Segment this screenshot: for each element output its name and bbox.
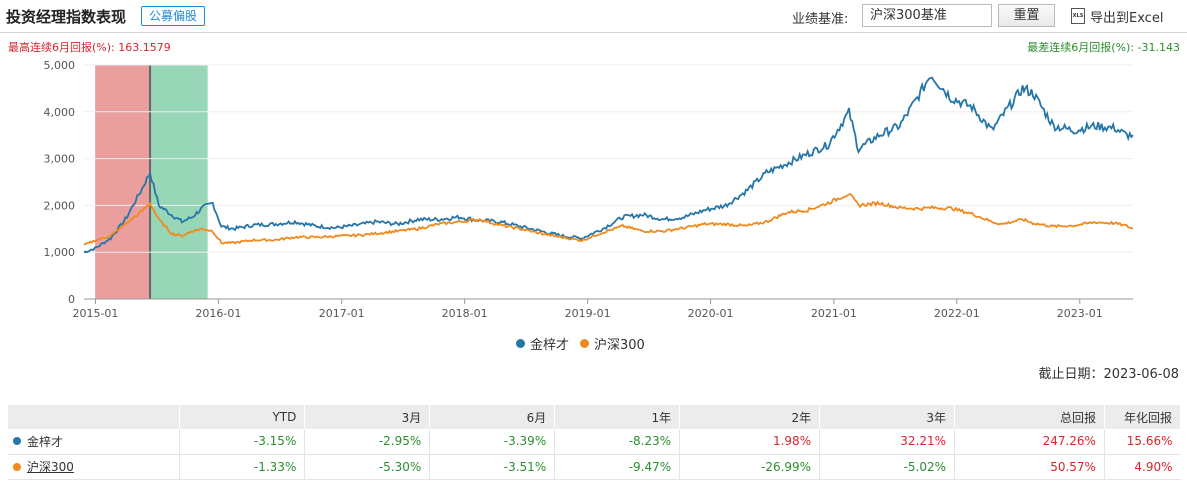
- performance-chart[interactable]: 0 1,000 2,000 3,000 4,000 5,000 2015-01 2016-0…: [0, 52, 1187, 332]
- table-cell: 沪深300: [8, 454, 181, 480]
- table-cell: -26.99%: [679, 454, 821, 480]
- legend-dot: [580, 339, 590, 348]
- table-header: [8, 405, 181, 429]
- table-cell: -1.33%: [179, 454, 306, 480]
- table-cell: -5.30%: [304, 454, 431, 480]
- legend-dot: [516, 339, 525, 348]
- table-header: 6月: [429, 405, 556, 429]
- legend-label: 金梓才: [530, 338, 570, 353]
- export-excel-label: 导出到Excel: [1090, 10, 1164, 26]
- min-6m-return-label: 最差连续6月回报(%): -31.143: [1027, 41, 1180, 54]
- table-header-row: YTD 3月 6月 1年 2年 3年 总回报 年化回报: [8, 405, 1182, 429]
- table-cell: -5.02%: [819, 454, 956, 480]
- table-header: YTD: [179, 405, 306, 429]
- table-cell: 50.57%: [954, 454, 1105, 480]
- legend-label: 沪深300: [594, 338, 645, 353]
- page-title: 投资经理指数表现: [6, 8, 127, 26]
- benchmark-label: 业绩基准:: [792, 12, 849, 27]
- index-link[interactable]: 沪深300: [27, 460, 74, 474]
- x-tick-label: 2016-01: [195, 307, 241, 320]
- table-row: 沪深300 -1.33% -5.30% -3.51% -9.47% -26.99…: [8, 454, 1181, 480]
- table-header: 总回报: [954, 405, 1105, 429]
- table-cell: -2.95%: [304, 429, 431, 455]
- export-excel-button[interactable]: XLS 导出到Excel: [1071, 6, 1163, 26]
- benchmark-input[interactable]: 沪深300基准: [862, 4, 992, 27]
- header-divider: [0, 32, 1187, 33]
- table-cell: -3.15%: [179, 429, 306, 455]
- fund-series-line: [83, 76, 1134, 254]
- table-cell: 247.26%: [954, 429, 1105, 455]
- x-tick-label: 2017-01: [319, 307, 365, 320]
- table-cell: -8.23%: [554, 429, 681, 455]
- table-cell: 32.21%: [819, 429, 956, 455]
- min-return-band: [150, 65, 208, 299]
- x-tick-label: 2019-01: [565, 307, 611, 320]
- x-tick-label: 2020-01: [688, 307, 734, 320]
- table-cell: 1.98%: [679, 429, 821, 455]
- table-cell: 金梓才: [8, 429, 181, 455]
- table-cell: 4.90%: [1104, 454, 1181, 480]
- reset-button[interactable]: 重置: [998, 4, 1055, 27]
- series-dot: [13, 437, 21, 446]
- table-cell: 15.66%: [1104, 429, 1181, 455]
- x-tick-label: 2018-01: [442, 307, 488, 320]
- y-tick-label: 3,000: [44, 153, 76, 166]
- y-tick-label: 0: [68, 293, 75, 306]
- y-tick-label: 4,000: [44, 106, 76, 119]
- table-cell: -3.51%: [429, 454, 556, 480]
- x-tick-label: 2021-01: [811, 307, 857, 320]
- x-tick-label: 2023-01: [1057, 307, 1103, 320]
- chart-legend: 金梓才 沪深300: [516, 334, 645, 353]
- cutoff-date: 截止日期：2023-06-08: [1038, 367, 1179, 382]
- series-dot: [13, 462, 21, 471]
- toolbar: 投资经理指数表现 公募偏股 业绩基准: 沪深300基准 重置 XLS 导出到Ex…: [0, 0, 1187, 32]
- x-tick-label: 2015-01: [72, 307, 118, 320]
- max-6m-return-label: 最高连续6月回报(%): 163.1579: [8, 41, 171, 54]
- table-row: 金梓才 -3.15% -2.95% -3.39% -8.23% 1.98% 32…: [8, 429, 1181, 455]
- excel-file-icon: XLS: [1071, 8, 1085, 24]
- row-name: 金梓才: [27, 434, 64, 449]
- y-tick-label: 5,000: [44, 59, 76, 72]
- table-header: 3月: [304, 405, 431, 429]
- table-header: 3年: [819, 405, 956, 429]
- max-return-band: [95, 65, 151, 299]
- x-tick-label: 2022-01: [934, 307, 980, 320]
- table-cell: -9.47%: [554, 454, 681, 480]
- table-header: 2年: [679, 405, 821, 429]
- legend-item-index[interactable]: 沪深300: [580, 334, 645, 353]
- y-tick-label: 1,000: [44, 246, 76, 259]
- legend-item-fund[interactable]: 金梓才: [516, 334, 569, 353]
- category-tag[interactable]: 公募偏股: [141, 6, 206, 26]
- y-tick-label: 2,000: [44, 199, 76, 212]
- table-header: 1年: [554, 405, 681, 429]
- index-series-line: [83, 193, 1134, 246]
- table-cell: -3.39%: [429, 429, 556, 455]
- table-header: 年化回报: [1104, 405, 1182, 429]
- performance-table: YTD 3月 6月 1年 2年 3年 总回报 年化回报 金梓才 -3.15% -…: [8, 405, 1182, 480]
